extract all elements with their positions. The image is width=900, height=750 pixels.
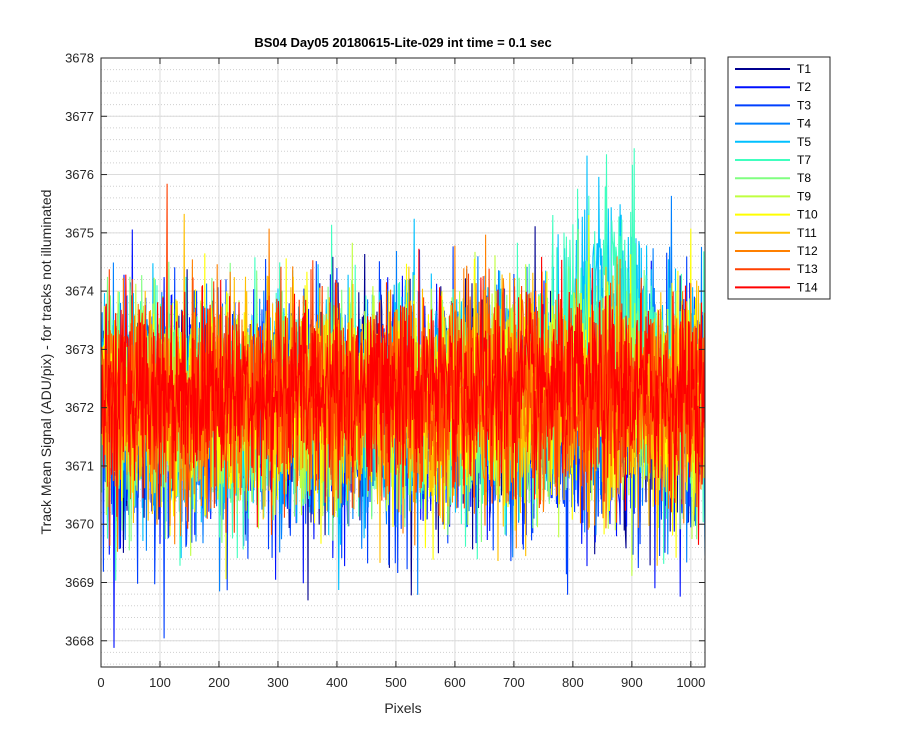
y-tick-label: 3669 (65, 575, 94, 590)
x-tick-label: 0 (97, 675, 104, 690)
y-tick-label: 3674 (65, 284, 94, 299)
y-tick-label: 3678 (65, 51, 94, 66)
x-axis-title: Pixels (384, 700, 421, 716)
x-tick-label: 100 (149, 675, 171, 690)
x-tick-label: 700 (503, 675, 525, 690)
x-tick-label: 600 (444, 675, 466, 690)
legend-label-t1: T1 (797, 62, 811, 76)
y-tick-label: 3671 (65, 458, 94, 473)
legend-label-t9: T9 (797, 189, 811, 203)
x-tick-label: 1000 (676, 675, 705, 690)
legend-label-t5: T5 (797, 135, 811, 149)
series-lines (101, 148, 705, 648)
legend-label-t7: T7 (797, 153, 811, 167)
y-tick-label: 3677 (65, 109, 94, 124)
y-axis-title: Track Mean Signal (ADU/pix) - for tracks… (38, 190, 54, 535)
legend-label-t11: T11 (797, 226, 817, 240)
legend-label-t3: T3 (797, 98, 811, 112)
ticks: 0 100 200 300 400 500 600 700 800 900 1000 3668 3669… (65, 51, 705, 691)
legend-label-t14: T14 (797, 280, 818, 294)
x-tick-label: 900 (621, 675, 643, 690)
y-tick-label: 3675 (65, 225, 94, 240)
legend-label-t2: T2 (797, 80, 811, 94)
chart-title: BS04 Day05 20180615-Lite-029 int time = … (254, 35, 551, 50)
y-tick-label: 3670 (65, 517, 94, 532)
legend-label-t12: T12 (797, 244, 818, 258)
legend-label-t4: T4 (797, 117, 811, 131)
x-tick-label: 500 (385, 675, 407, 690)
legend-label-t10: T10 (797, 208, 818, 222)
y-tick-label: 3673 (65, 342, 94, 357)
x-tick-label: 800 (562, 675, 584, 690)
x-tick-label: 300 (267, 675, 289, 690)
x-tick-label: 200 (208, 675, 230, 690)
series-line-t14 (101, 248, 705, 545)
legend-label-t8: T8 (797, 171, 811, 185)
legend: T1 T2 T3 T4 T5 T7 T8 T9 T10 T11 T12 T13 T14 (727, 56, 831, 300)
y-tick-label: 3676 (65, 167, 94, 182)
y-tick-label: 3672 (65, 400, 94, 415)
legend-label-t13: T13 (797, 262, 818, 276)
plot-frame (100, 57, 706, 668)
x-tick-label: 400 (326, 675, 348, 690)
y-tick-label: 3668 (65, 633, 94, 648)
